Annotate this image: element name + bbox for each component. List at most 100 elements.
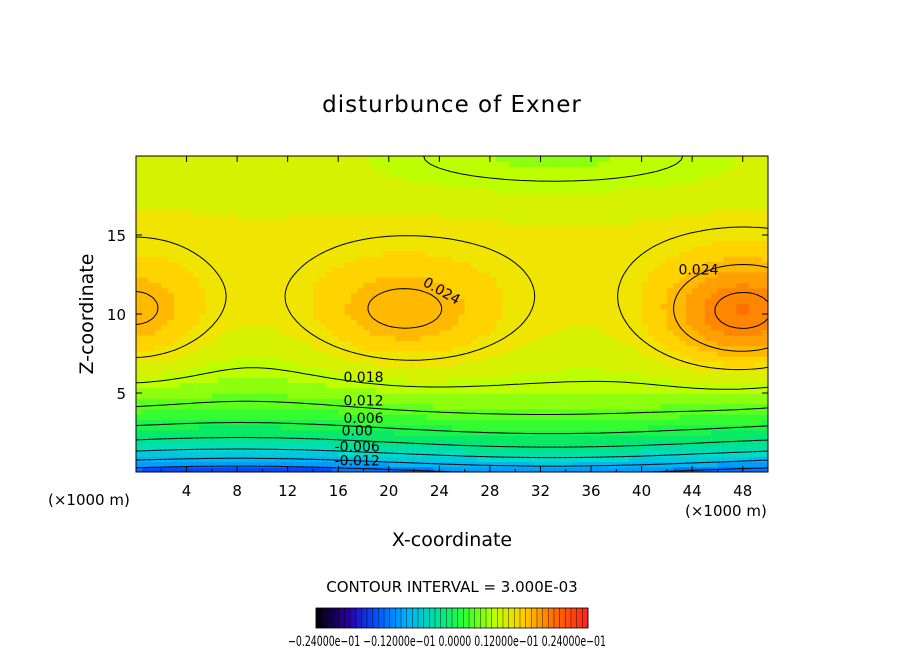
field-cell (331, 256, 339, 262)
field-cell (470, 440, 478, 447)
field-cell (679, 356, 687, 362)
field-cell (584, 287, 592, 294)
field-cell (502, 387, 510, 394)
field-cell (363, 377, 371, 384)
field-cell (256, 345, 263, 352)
field-cell (572, 387, 579, 394)
field-cell (679, 261, 687, 268)
field-cell (420, 298, 428, 305)
field-cell (180, 361, 188, 368)
field-cell (249, 287, 257, 294)
field-cell (205, 414, 213, 420)
field-cell (749, 466, 756, 472)
field-cell (660, 393, 668, 399)
field-cell (148, 261, 156, 268)
field-cell (546, 298, 554, 305)
field-cell (521, 382, 529, 389)
field-cell (679, 398, 687, 405)
field-cell (388, 366, 396, 373)
field-cell (331, 414, 339, 420)
field-cell (635, 235, 643, 241)
field-cell (673, 371, 681, 378)
field-cell (281, 445, 289, 452)
field-cell (192, 445, 200, 452)
field-cell (685, 208, 693, 215)
field-cell (635, 466, 643, 472)
field-cell (666, 356, 674, 362)
field-cell (496, 213, 504, 220)
field-cell (565, 240, 573, 247)
field-cell (698, 424, 706, 431)
field-cell (230, 329, 238, 336)
field-cell (755, 266, 763, 273)
field-cell (641, 419, 649, 426)
field-cell (660, 292, 668, 299)
field-cell (559, 324, 567, 331)
field-cell (711, 408, 719, 415)
field-cell (306, 287, 314, 294)
field-cell (376, 271, 384, 278)
field-cell (338, 256, 346, 262)
field-cell (268, 429, 276, 436)
field-cell (666, 308, 674, 315)
field-cell (660, 219, 668, 226)
field-cell (679, 461, 687, 468)
field-cell (540, 435, 548, 441)
field-cell (256, 440, 263, 447)
field-cell (508, 303, 516, 310)
field-cell (464, 240, 472, 247)
field-cell (262, 456, 270, 463)
field-cell (635, 371, 643, 378)
field-cell (167, 235, 175, 241)
field-cell (395, 466, 403, 472)
field-cell (578, 224, 586, 231)
field-cell (470, 335, 478, 341)
field-cell (647, 403, 655, 410)
field-cell (161, 419, 169, 426)
field-cell (249, 303, 257, 310)
field-cell (616, 213, 624, 220)
field-cell (464, 298, 472, 305)
field-cell (761, 424, 768, 431)
field-cell (508, 345, 516, 352)
field-cell (211, 282, 219, 289)
field-cell (755, 419, 763, 426)
field-cell (489, 445, 497, 452)
field-cell (502, 419, 510, 426)
field-cell (363, 277, 371, 283)
field-cell (673, 308, 681, 315)
field-cell (470, 266, 478, 273)
field-cell (369, 345, 377, 352)
field-cell (628, 298, 636, 305)
field-cell (369, 240, 377, 247)
field-cell (660, 245, 668, 252)
field-cell (477, 366, 485, 373)
field-cell (173, 403, 181, 410)
field-cell (300, 219, 308, 226)
field-cell (489, 335, 497, 341)
field-cell (287, 308, 295, 315)
field-cell (439, 414, 447, 420)
field-cell (376, 335, 384, 341)
field-cell (761, 450, 768, 457)
field-cell (414, 398, 421, 405)
field-cell (426, 371, 434, 378)
field-cell (704, 461, 712, 468)
field-cell (654, 271, 662, 278)
field-cell (395, 245, 403, 252)
field-cell (331, 314, 339, 320)
field-cell (635, 256, 643, 262)
field-cell (256, 240, 263, 247)
field-cell (527, 277, 535, 283)
field-cell (597, 435, 605, 441)
field-cell (666, 319, 674, 326)
field-cell (136, 466, 143, 472)
field-cell (287, 266, 295, 273)
field-cell (199, 266, 207, 273)
field-cell (300, 298, 308, 305)
field-cell (496, 271, 504, 278)
field-cell (439, 261, 447, 268)
field-cell (553, 219, 561, 226)
field-cell (294, 282, 301, 289)
field-cell (452, 324, 459, 331)
